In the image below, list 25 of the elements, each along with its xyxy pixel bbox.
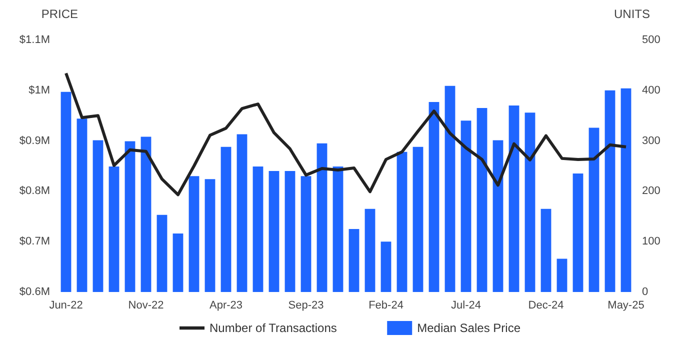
- y2-tick-label: 100: [642, 236, 660, 248]
- y2-tick-label: 400: [642, 84, 660, 96]
- x-tick-label: Feb-24: [368, 300, 404, 312]
- y2-tick-label: 0: [642, 286, 648, 298]
- y-tick-label: $0.9M: [19, 134, 50, 147]
- x-tick-label: Jun-22: [49, 300, 83, 312]
- y-tick-label: $1M: [28, 84, 50, 96]
- x-tick-label: Nov-22: [128, 300, 164, 312]
- legend-label: Number of Transactions: [210, 321, 337, 335]
- y-tick-label: $1.1M: [19, 34, 50, 46]
- x-tick-label: Sep-23: [288, 300, 324, 312]
- y2-tick-label: 300: [642, 134, 660, 147]
- y-tick-label: $0.8M: [19, 185, 50, 198]
- y-axis-title: PRICE: [41, 7, 78, 21]
- y2-axis-title: UNITS: [614, 7, 650, 21]
- line-series: [64, 72, 628, 196]
- x-tick-label: Jul-24: [451, 300, 481, 312]
- y-tick-label: $0.7M: [19, 236, 50, 248]
- x-tick-label: Dec-24: [528, 300, 564, 312]
- legend-label: Median Sales Price: [417, 321, 521, 335]
- y2-tick-label: 200: [642, 185, 660, 198]
- y2-tick-label: 500: [642, 34, 660, 46]
- x-tick-label: May-25: [608, 300, 644, 312]
- y-tick-label: $0.6M: [19, 286, 50, 298]
- x-tick-label: Apr-23: [209, 300, 243, 312]
